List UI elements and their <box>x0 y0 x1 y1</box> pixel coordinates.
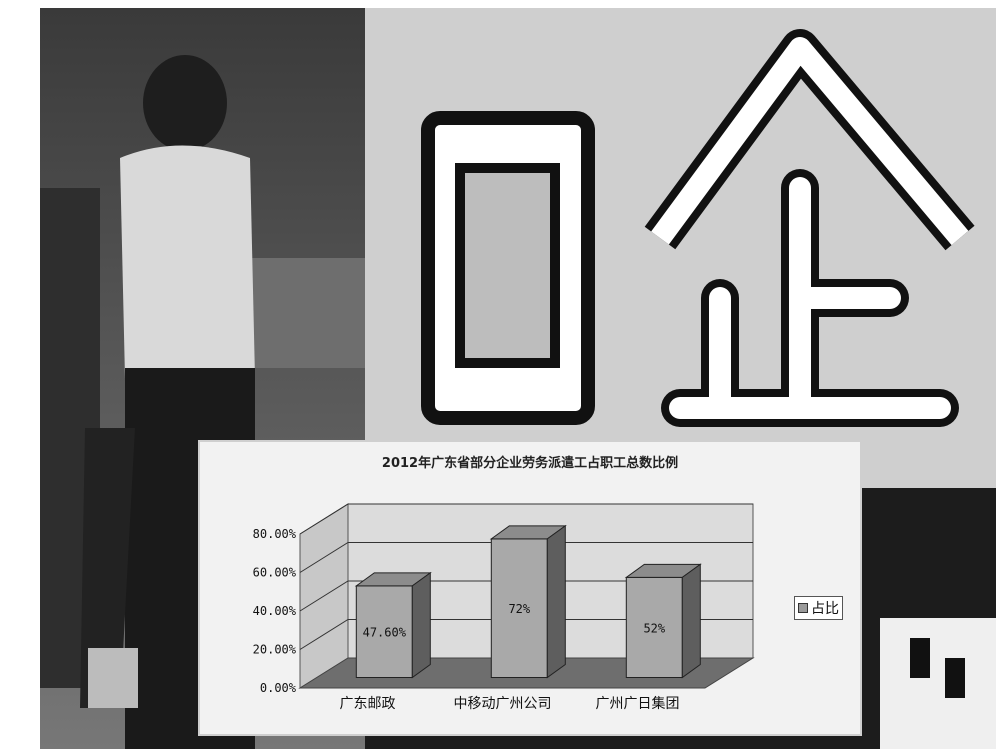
data-label: 52% <box>643 621 665 635</box>
chart-legend: 占比 <box>794 596 843 620</box>
y-tick-label: 80.00% <box>253 527 297 541</box>
data-label: 47.60% <box>363 626 407 640</box>
sign-characters <box>421 29 975 427</box>
y-tick-label: 0.00% <box>260 681 297 695</box>
gridline <box>299 503 753 535</box>
x-tick-label: 广东邮政 <box>340 696 396 712</box>
chart-title: 2012年广东省部分企业劳务派遣工占职工总数比例 <box>381 456 679 471</box>
gridline <box>299 542 753 573</box>
y-tick-label: 20.00% <box>253 643 297 657</box>
gridline <box>299 580 753 612</box>
bar-side <box>546 524 566 679</box>
bar-side <box>681 563 701 679</box>
y-tick-label: 40.00% <box>253 604 297 618</box>
x-tick-label: 广州广日集团 <box>596 695 680 712</box>
bar-chart: 0.00% 20.00% 40.00% 60.00% 80.00% 47.60% 广东邮政 7… <box>253 503 755 712</box>
data-label: 72% <box>508 602 530 616</box>
y-tick-label: 60.00% <box>253 566 297 580</box>
bar <box>625 576 683 678</box>
background-photo <box>40 8 996 749</box>
legend-label: 占比 <box>811 601 839 617</box>
legend-swatch <box>798 603 808 613</box>
gridline <box>299 619 753 650</box>
bar-side <box>411 571 431 679</box>
bar <box>355 585 413 678</box>
x-tick-label: 中移动广州公司 <box>454 696 552 712</box>
chart-panel: 2012年广东省部分企业劳务派遣工占职工总数比例 0.00% 20.00% 40.0… <box>198 440 862 736</box>
